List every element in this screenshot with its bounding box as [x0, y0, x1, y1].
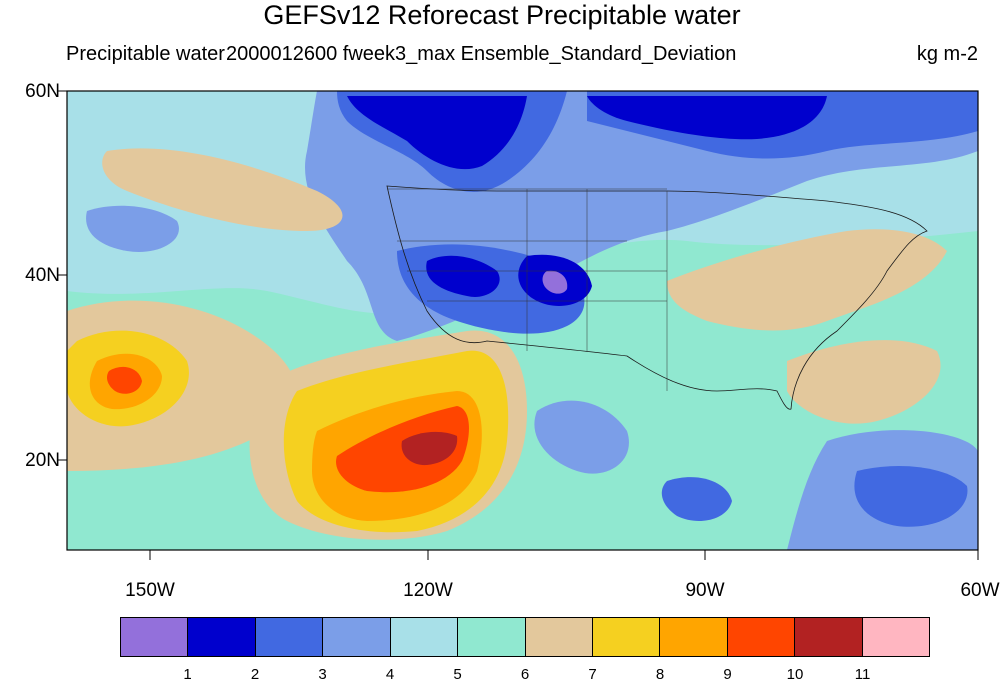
colorbar-swatch — [525, 618, 593, 656]
coastline — [386, 185, 928, 410]
colorbar-label: 11 — [854, 666, 871, 683]
colorbar-swatch — [121, 618, 189, 656]
field-level-9 — [107, 366, 142, 394]
colorbar-label: 4 — [385, 666, 395, 683]
colorbar-swatch — [188, 618, 256, 656]
colorbar-swatch — [458, 618, 526, 656]
field-level-2 — [587, 96, 827, 140]
variable-label: Precipitable water — [66, 43, 225, 65]
colorbar-swatch — [862, 618, 930, 656]
field-level-3 — [854, 466, 968, 527]
colorbar — [120, 617, 930, 657]
colorbar-label: 6 — [520, 666, 530, 683]
colorbar-swatch — [255, 618, 324, 656]
colorbar-swatch — [795, 618, 863, 656]
colorbar-label: 5 — [453, 666, 462, 683]
colorbar-label: 10 — [786, 666, 804, 683]
colorbar-swatch — [660, 618, 728, 656]
lon-label-60w: 60W — [960, 580, 1000, 601]
colorbar-label: 2 — [250, 666, 260, 683]
colorbar-swatch — [727, 618, 796, 656]
lat-label-20n: 20N — [25, 450, 60, 471]
lat-label-60n: 60N — [25, 81, 60, 102]
axis-ticks — [58, 90, 979, 560]
lon-label-150w: 150W — [125, 580, 175, 601]
field-level-6 — [102, 148, 343, 231]
field-level-2 — [426, 255, 500, 297]
field-level-4 — [534, 400, 629, 474]
units-label: kg m-2 — [916, 43, 978, 65]
colorbar-swatch — [390, 618, 459, 656]
colorbar-swatch — [323, 618, 391, 656]
field-level-10 — [401, 431, 458, 466]
field-level-3 — [661, 477, 732, 521]
run-description: 2000012600 fweek3_max Ensemble_Standard_… — [226, 43, 737, 65]
colorbar-swatch — [592, 618, 661, 656]
colorbar-label: 8 — [655, 666, 665, 683]
precipitable-water-field — [67, 91, 978, 550]
colorbar-label: 3 — [318, 666, 327, 683]
map-panel — [67, 91, 978, 550]
map-border — [66, 90, 979, 551]
colorbar-label: 7 — [588, 666, 597, 683]
field-level-2 — [347, 96, 527, 170]
field-level-1 — [542, 270, 568, 294]
map-title: GEFSv12 Reforecast Precipitable water — [263, 0, 741, 30]
lon-label-90w: 90W — [685, 580, 725, 601]
lat-label-40n: 40N — [25, 265, 60, 286]
field-level-4 — [86, 205, 179, 252]
colorbar-label: 1 — [183, 666, 192, 683]
state-borders — [387, 188, 668, 391]
lon-label-120w: 120W — [403, 580, 453, 601]
colorbar-label: 9 — [723, 666, 732, 683]
field-level-6 — [787, 340, 941, 424]
field-level-6 — [667, 229, 947, 331]
